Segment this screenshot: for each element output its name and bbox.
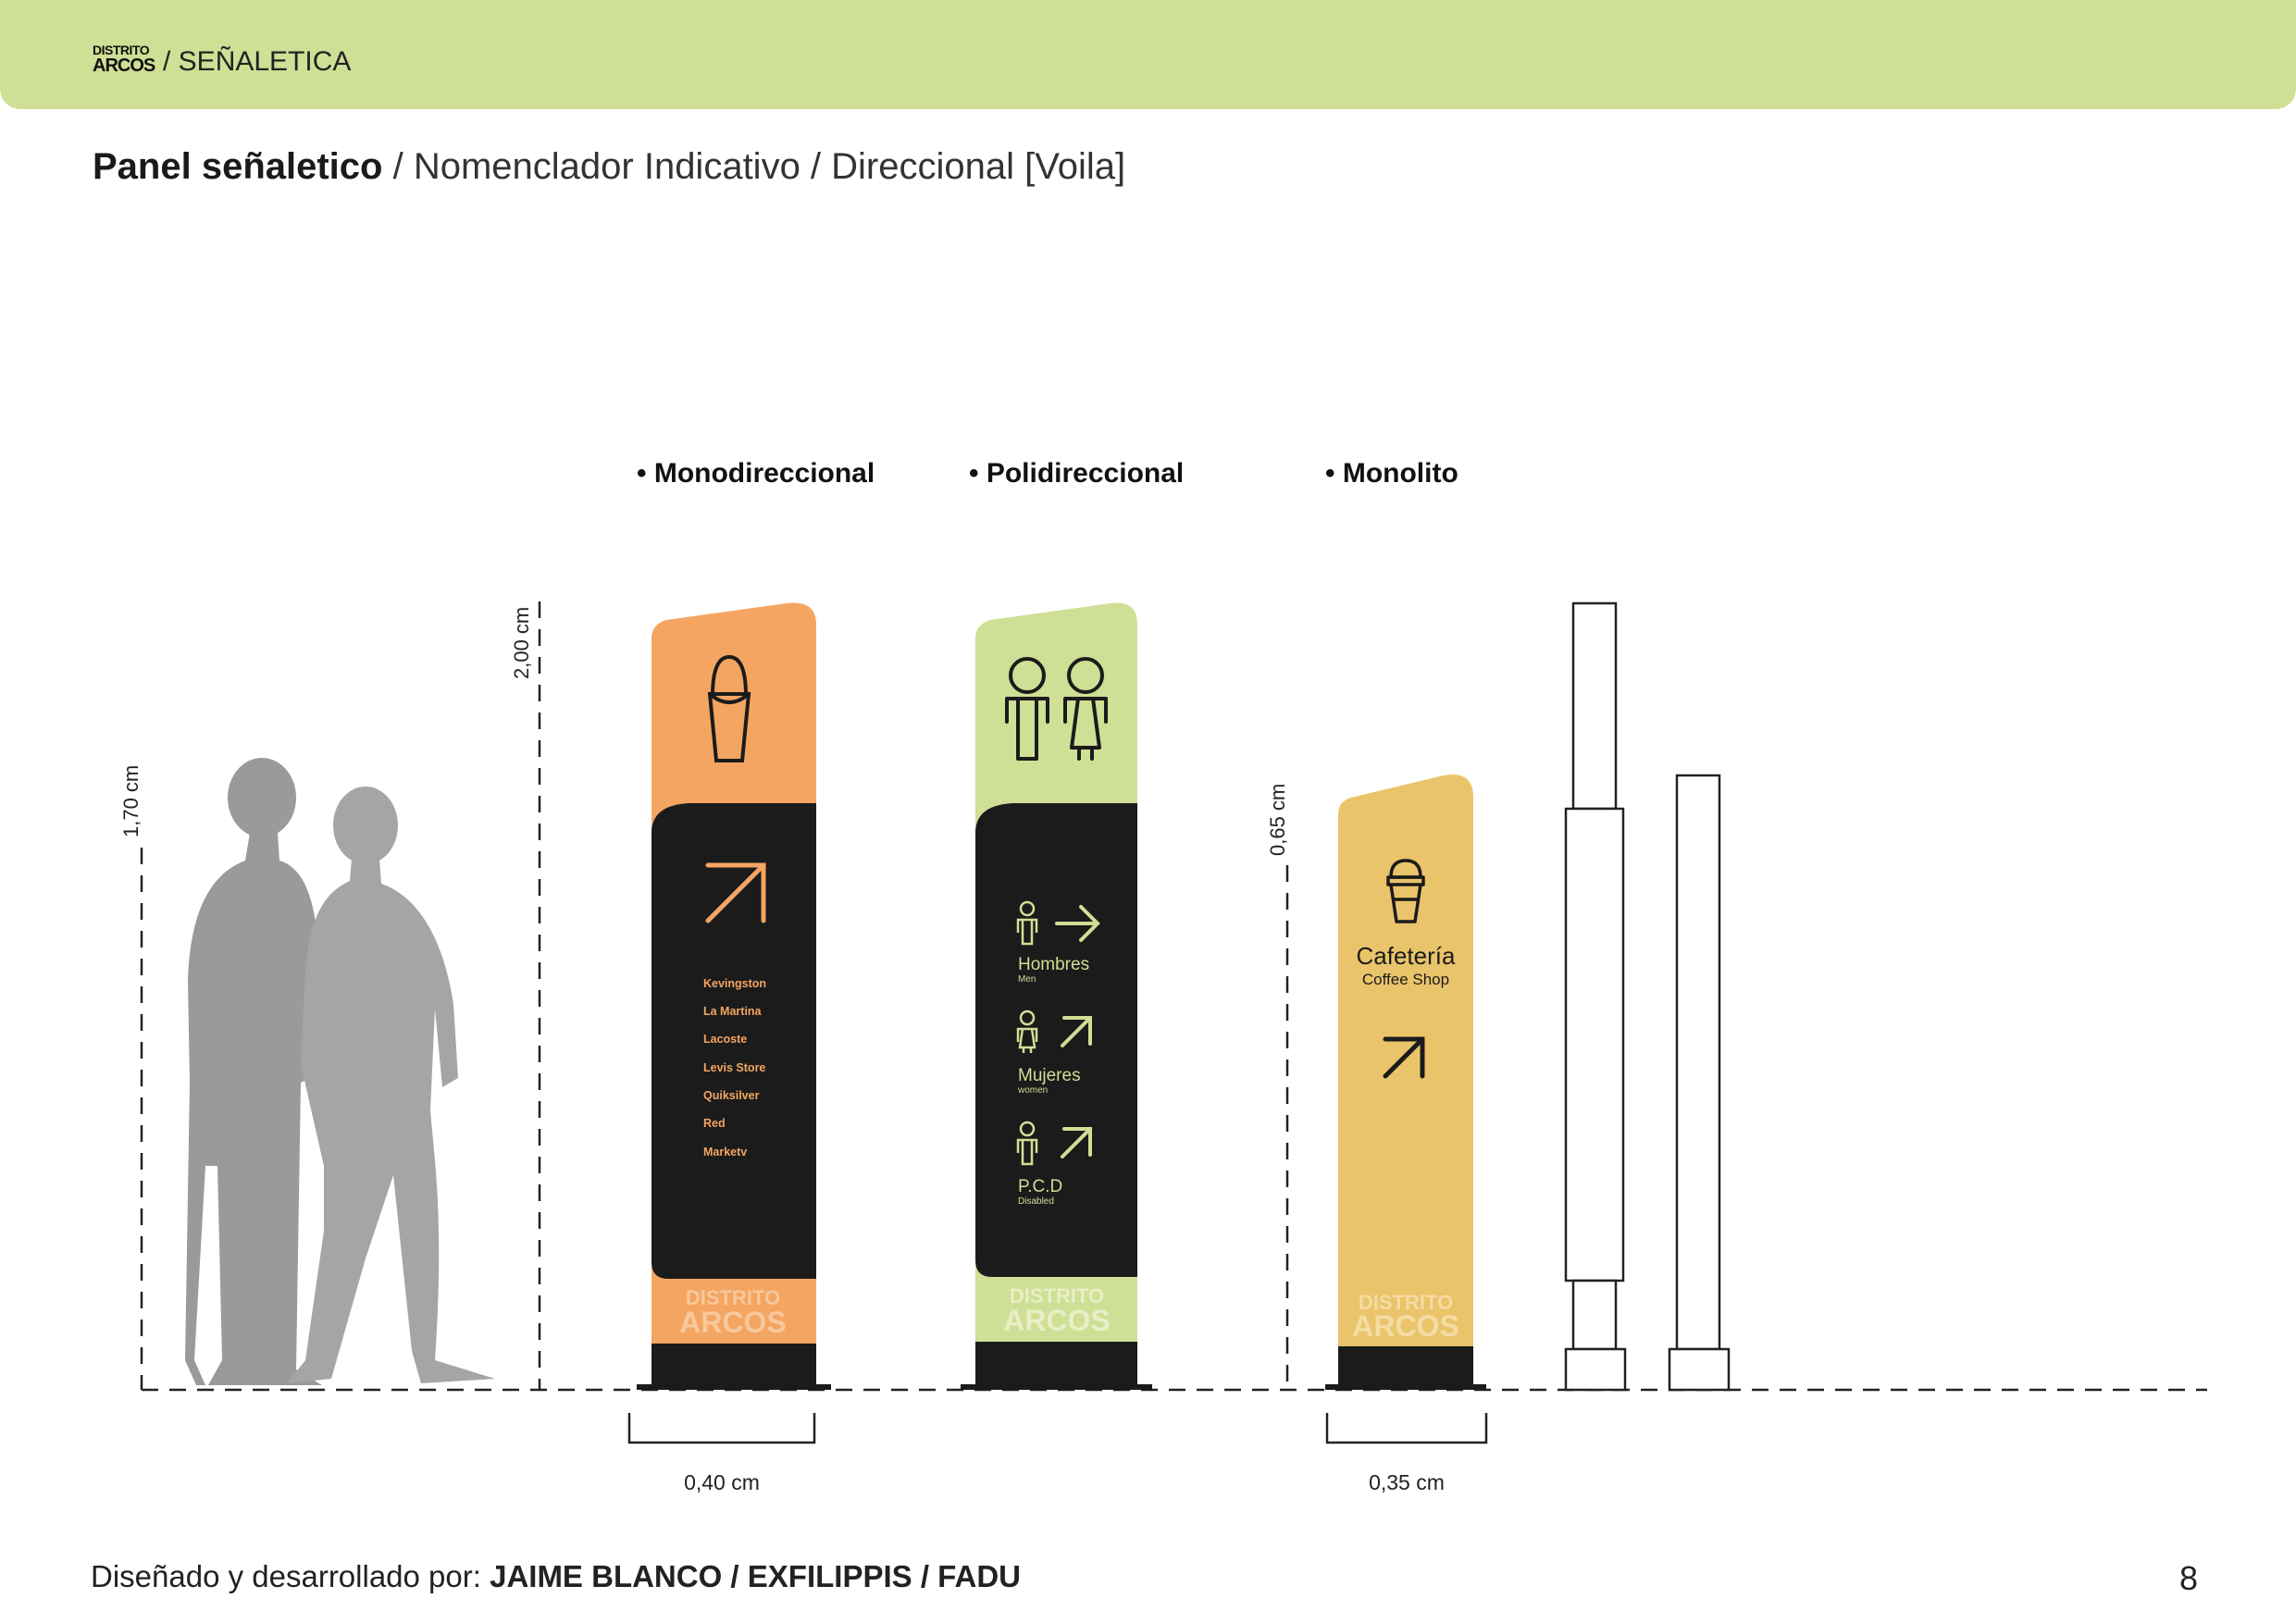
store-item: Quiksilver <box>703 1089 760 1102</box>
mono-sign-top-panel <box>652 602 816 824</box>
store-item: La Martina <box>703 1005 763 1018</box>
poli-brand-line1: DISTRITO <box>1010 1284 1104 1307</box>
brand-logo-line2: ARCOS <box>93 56 155 76</box>
poli-entry-subtitle: women <box>1017 1085 1048 1096</box>
brand-logo: DISTRITO ARCOS <box>93 43 155 76</box>
footer-credit-prefix: Diseñado y desarrollado por: <box>91 1559 490 1593</box>
human-silhouette-front <box>287 787 495 1383</box>
poli-entry-subtitle: Disabled <box>1018 1196 1054 1207</box>
monolito-brand-line2: ARCOS <box>1352 1309 1459 1343</box>
woman-icon <box>1016 1010 1038 1053</box>
monolito-sign-base <box>1338 1346 1473 1388</box>
poli-entry-title: P.C.D <box>1018 1177 1062 1196</box>
arrow-up-right-icon <box>1383 1036 1425 1079</box>
store-item: Marketv <box>703 1146 747 1158</box>
type-label-polidireccional: • Polidireccional <box>969 458 1185 489</box>
monolito-brand-line1: DISTRITO <box>1359 1291 1453 1314</box>
footer-credit: Diseñado y desarrollado por: JAIME BLANC… <box>91 1559 1021 1594</box>
store-item: Lacoste <box>703 1033 747 1046</box>
page-title-bold: Panel señaletico <box>93 146 383 187</box>
monolito-title: Cafetería <box>1357 942 1456 970</box>
mono-store-list: Kevingston La Martina Lacoste Levis Stor… <box>703 977 766 1158</box>
store-item: Kevingston <box>703 977 766 990</box>
monolito-subtitle: Coffee Shop <box>1362 971 1449 988</box>
side-view-tall <box>1564 601 1627 1392</box>
mono-sign-dark-panel <box>652 803 816 1279</box>
brand-logo-line1: DISTRITO <box>93 43 150 57</box>
mono-brand-line2: ARCOS <box>679 1306 787 1339</box>
coffee-cup-icon <box>1386 859 1425 923</box>
poli-entry-title: Hombres <box>1018 955 1089 974</box>
type-label-monodireccional: • Monodireccional <box>637 458 875 489</box>
poli-sign-foot <box>961 1384 1152 1390</box>
breadcrumb: / SEÑALETICA <box>163 46 352 77</box>
monodireccional-sign: Kevingston La Martina Lacoste Levis Stor… <box>637 602 831 1390</box>
type-label-monolito: • Monolito <box>1325 458 1458 489</box>
page-title-rest: / Nomenclador Indicativo / Direccional [… <box>382 146 1126 187</box>
man-icon <box>1016 900 1038 946</box>
restroom-icon <box>1005 657 1108 761</box>
arrow-right-icon <box>1055 905 1100 942</box>
store-item: Levis Store <box>703 1061 765 1074</box>
human-silhouette-back <box>185 758 322 1385</box>
monolito-height-label: 0,65 cm <box>1266 784 1289 856</box>
mono-width-bracket <box>627 1413 816 1444</box>
monolito-width-label: 0,35 cm <box>1369 1470 1445 1494</box>
mono-sign-base <box>652 1344 816 1388</box>
poli-sign-dark-panel <box>975 803 1137 1277</box>
mono-sign-foot <box>637 1384 831 1390</box>
mono-brand-line1: DISTRITO <box>686 1286 780 1309</box>
arrow-up-right-icon <box>1061 1127 1092 1158</box>
page-number: 8 <box>2179 1559 2199 1597</box>
page-title: Panel señaletico / Nomenclador Indicativ… <box>93 146 1125 188</box>
arrow-up-right-icon <box>705 862 766 923</box>
poli-brand-line2: ARCOS <box>1003 1304 1111 1337</box>
side-view-short <box>1668 774 1731 1392</box>
arrow-up-right-icon <box>1061 1016 1092 1047</box>
person-icon <box>1016 1121 1038 1166</box>
human-height-label: 1,70 cm <box>119 765 143 837</box>
store-item: Red <box>703 1117 726 1130</box>
poli-sign-base <box>975 1342 1137 1388</box>
monolito-width-bracket <box>1325 1413 1488 1444</box>
poli-sign-top-panel <box>975 602 1137 824</box>
woman-icon <box>1067 657 1104 694</box>
poli-entry-subtitle: Men <box>1018 974 1036 985</box>
header-bar <box>0 0 2296 109</box>
polidireccional-sign: Hombres Men Mujeres women P.C.D Disabled… <box>961 602 1152 1390</box>
poli-entry-title: Mujeres <box>1018 1066 1081 1085</box>
shopping-bag-icon <box>707 654 751 762</box>
panel-height-label: 2,00 cm <box>510 607 533 679</box>
monolito-sign-foot <box>1325 1384 1486 1390</box>
man-icon <box>1009 657 1046 694</box>
monolito-sign: Cafetería Coffee Shop DISTRITO ARCOS <box>1325 774 1486 1390</box>
footer-credit-names: JAIME BLANCO / EXFILIPPIS / FADU <box>490 1559 1021 1593</box>
monolito-sign-body <box>1338 774 1473 1346</box>
mono-width-label: 0,40 cm <box>684 1470 760 1494</box>
